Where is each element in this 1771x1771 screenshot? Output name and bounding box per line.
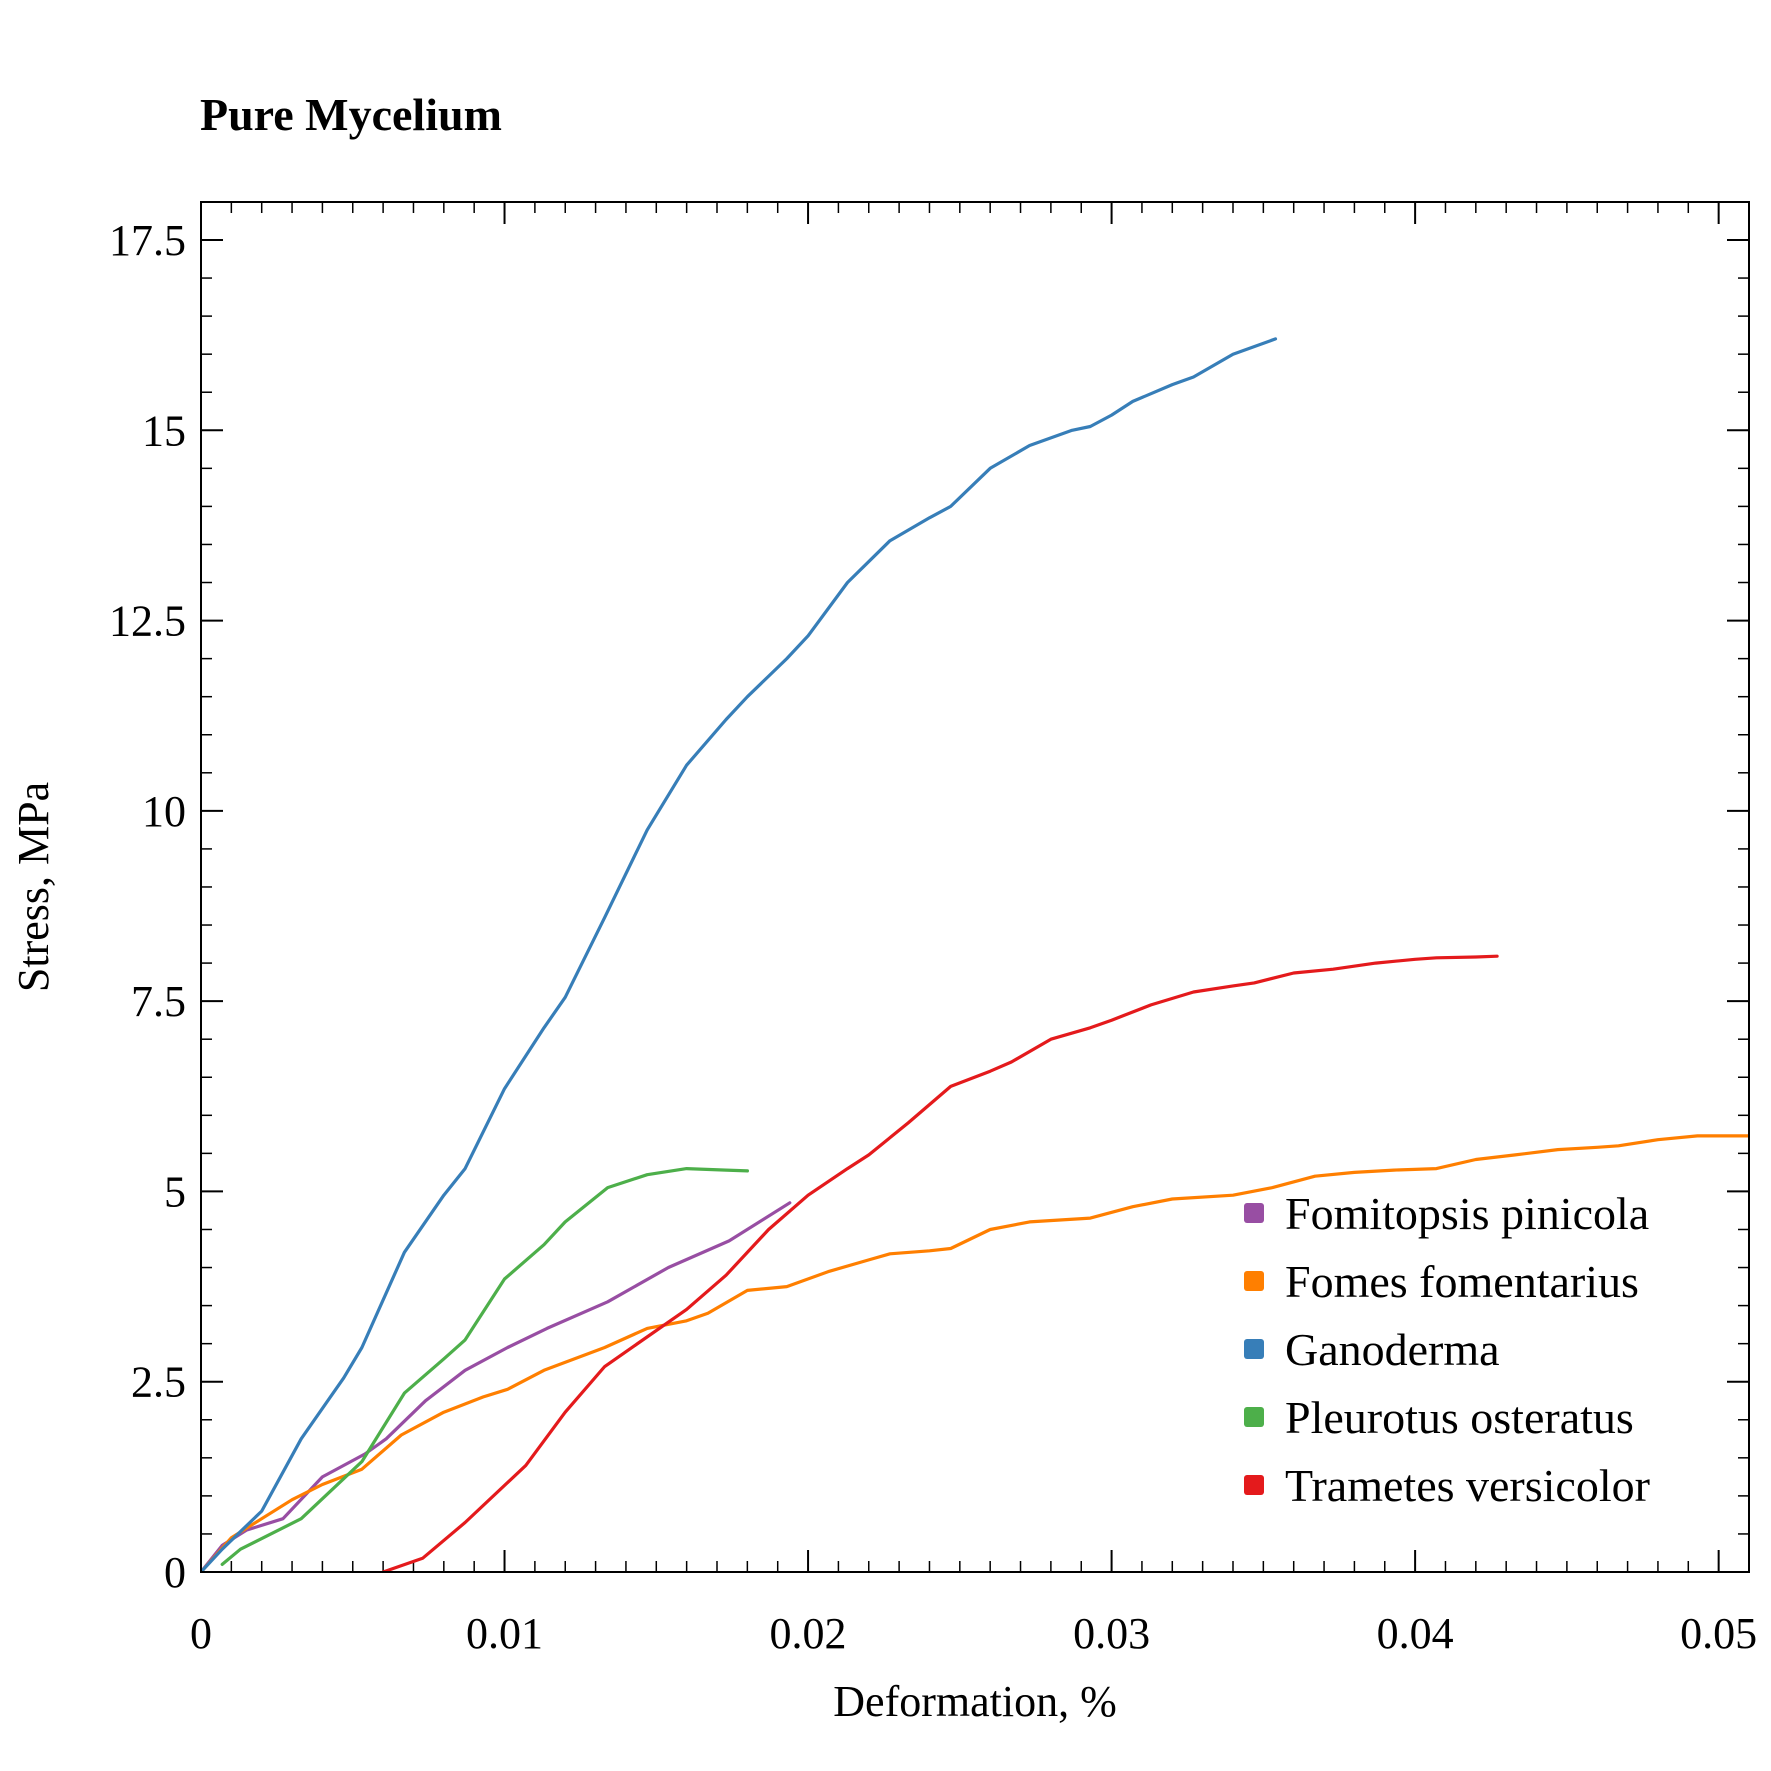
legend-swatch-trametes-versicolor xyxy=(1244,1475,1264,1495)
x-tick-label: 0.05 xyxy=(1680,1609,1757,1658)
chart-title: Pure Mycelium xyxy=(200,89,502,140)
legend: Fomitopsis pinicola Fomes fomentarius Gano… xyxy=(1244,1188,1650,1511)
legend-label-ganoderma: Ganoderma xyxy=(1285,1324,1500,1375)
tick-labels: 0 0.01 0.02 0.03 0.04 0.05 0 2.5 5 7.5 10 12.5 15 17.… xyxy=(109,216,1757,1658)
plot-frame xyxy=(200,201,1750,1573)
series-line-ganoderma xyxy=(201,337,1278,1572)
legend-swatch-ganoderma xyxy=(1244,1339,1264,1359)
legend-swatch-fomes-fomentarius xyxy=(1244,1271,1264,1291)
y-tick-label: 0 xyxy=(164,1548,186,1597)
y-axis-label: Stress, MPa xyxy=(9,782,58,992)
x-tick-label: 0.04 xyxy=(1377,1609,1454,1658)
y-tick-label: 10 xyxy=(142,787,186,836)
x-tick-label: 0 xyxy=(190,1609,212,1658)
series-line-trametes-versicolor xyxy=(381,954,1499,1572)
x-tick-label: 0.01 xyxy=(466,1609,543,1658)
legend-label-pleurotus-osteratus: Pleurotus osteratus xyxy=(1285,1392,1634,1443)
y-tick-label: 12.5 xyxy=(109,597,186,646)
plot-area xyxy=(201,337,1749,1572)
x-axis-label: Deformation, % xyxy=(833,1677,1116,1726)
y-tick-label: 17.5 xyxy=(109,216,186,265)
legend-label-trametes-versicolor: Trametes versicolor xyxy=(1285,1460,1650,1511)
axis-ticks xyxy=(200,202,1750,1573)
y-tick-label: 15 xyxy=(142,406,186,455)
series-line-fomitopsis-pinicola xyxy=(201,1201,792,1572)
legend-swatch-pleurotus-osteratus xyxy=(1244,1407,1264,1427)
series-lines xyxy=(201,337,1749,1572)
y-tick-label: 2.5 xyxy=(131,1358,186,1407)
series-line-fomes-fomentarius xyxy=(201,1134,1749,1572)
legend-label-fomitopsis-pinicola: Fomitopsis pinicola xyxy=(1285,1188,1649,1239)
y-tick-label: 5 xyxy=(164,1167,186,1216)
y-tick-label: 7.5 xyxy=(131,977,186,1026)
series-line-pleurotus-osteratus xyxy=(220,1166,750,1567)
x-tick-label: 0.03 xyxy=(1073,1609,1150,1658)
x-tick-label: 0.02 xyxy=(770,1609,847,1658)
legend-swatch-fomitopsis-pinicola xyxy=(1244,1203,1264,1223)
legend-label-fomes-fomentarius: Fomes fomentarius xyxy=(1285,1256,1639,1307)
